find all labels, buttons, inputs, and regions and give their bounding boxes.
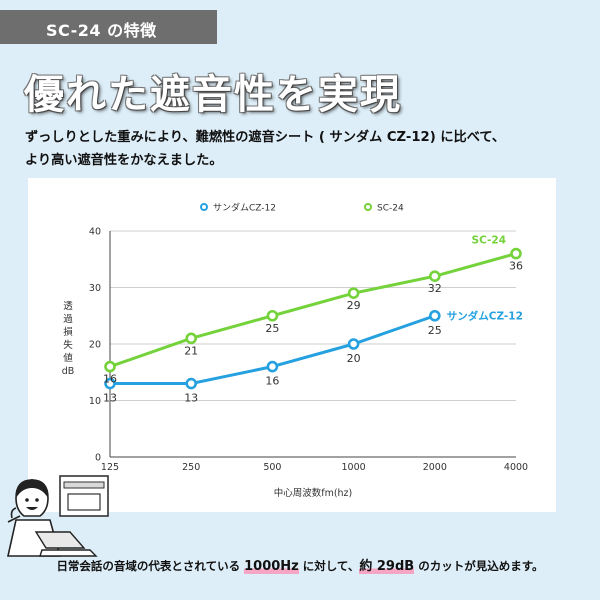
line-chart: 0 10 20 30 40 125 250 500 1000 2000 4000 中心周波数fm(hz… — [62, 202, 528, 500]
page-headline: 優れた遮音性を実現 — [24, 72, 402, 118]
y-tick-label: 10 — [89, 396, 101, 407]
section-header-label: SC-24 の特徴 — [46, 21, 157, 40]
data-point — [104, 377, 116, 390]
caption-pre: 日常会話の音域の代表とされている — [56, 559, 245, 573]
legend-marker — [200, 203, 208, 211]
data-label: 16 — [103, 373, 117, 386]
data-label: 13 — [103, 392, 117, 405]
x-tick-label: 2000 — [423, 462, 447, 473]
data-label: 16 — [265, 375, 279, 388]
caption-post: のカットが見込めます。 — [414, 559, 544, 573]
caption-highlight-1000hz: 1000Hz — [244, 559, 299, 574]
data-point — [266, 360, 279, 373]
intro-line-1: ずっしりとした重みにより、難燃性の遮音シート ( サンダム CZ-12) に比べ… — [25, 130, 506, 145]
data-label: 29 — [347, 299, 361, 312]
data-point — [510, 247, 522, 260]
x-tick-label: 500 — [263, 462, 281, 473]
y-axis-title-char: 損 — [63, 326, 73, 338]
data-point — [266, 309, 279, 322]
data-point — [185, 332, 197, 345]
caption-highlight-29db: 約 29dB — [359, 559, 415, 574]
data-label: 32 — [428, 282, 442, 295]
series-end-label-cz12: サンダムCZ-12 — [447, 309, 523, 322]
legend-label: サンダムCZ-12 — [213, 202, 276, 214]
data-label: 36 — [509, 260, 523, 273]
legend-marker — [364, 203, 372, 211]
person-with-laptop-illustration — [7, 475, 109, 557]
x-axis-title: 中心周波数fm(hz) — [274, 487, 353, 499]
data-label: 25 — [265, 322, 279, 335]
data-label: 21 — [184, 344, 198, 357]
intro-text: ずっしりとした重みにより、難燃性の遮音シート ( サンダム CZ-12) に比べ… — [25, 126, 585, 172]
legend-label: SC-24 — [377, 204, 404, 214]
chart-card: 0 10 20 30 40 125 250 500 1000 2000 4000 中心周波数fm(hz… — [28, 178, 556, 512]
y-axis-title-char: 透 — [63, 301, 73, 312]
data-point — [428, 309, 441, 322]
section-header: SC-24 の特徴 — [0, 10, 217, 44]
data-label: 13 — [184, 392, 198, 405]
y-tick-label: 0 — [95, 453, 101, 464]
x-tick-label: 125 — [101, 462, 119, 473]
y-tick-label: 20 — [89, 340, 101, 351]
y-tick-label: 30 — [89, 283, 101, 294]
x-tick-label: 1000 — [342, 462, 366, 473]
y-axis-title-char: 過 — [63, 313, 73, 325]
intro-line-2: より高い遮音性をかなえました。 — [25, 153, 223, 168]
footer-caption: 日常会話の音域の代表とされている 1000Hz に対して、約 29dB のカット… — [0, 555, 600, 574]
y-axis-title-char: 値 — [63, 352, 73, 364]
data-point — [104, 360, 116, 373]
y-axis-title-char: dB — [62, 366, 75, 377]
caption-mid: に対して、 — [298, 559, 360, 573]
data-point — [428, 270, 441, 282]
data-label: 25 — [428, 324, 442, 337]
data-label: 20 — [347, 352, 361, 365]
y-tick-label: 40 — [89, 227, 101, 238]
x-tick-label: 4000 — [504, 462, 528, 473]
series-line — [109, 252, 517, 369]
data-point — [347, 287, 360, 299]
x-tick-label: 250 — [182, 462, 200, 473]
data-point — [185, 377, 197, 390]
series-end-label-sc24: SC-24 — [472, 235, 506, 247]
data-point — [347, 338, 360, 350]
y-axis-title-char: 失 — [63, 339, 73, 351]
